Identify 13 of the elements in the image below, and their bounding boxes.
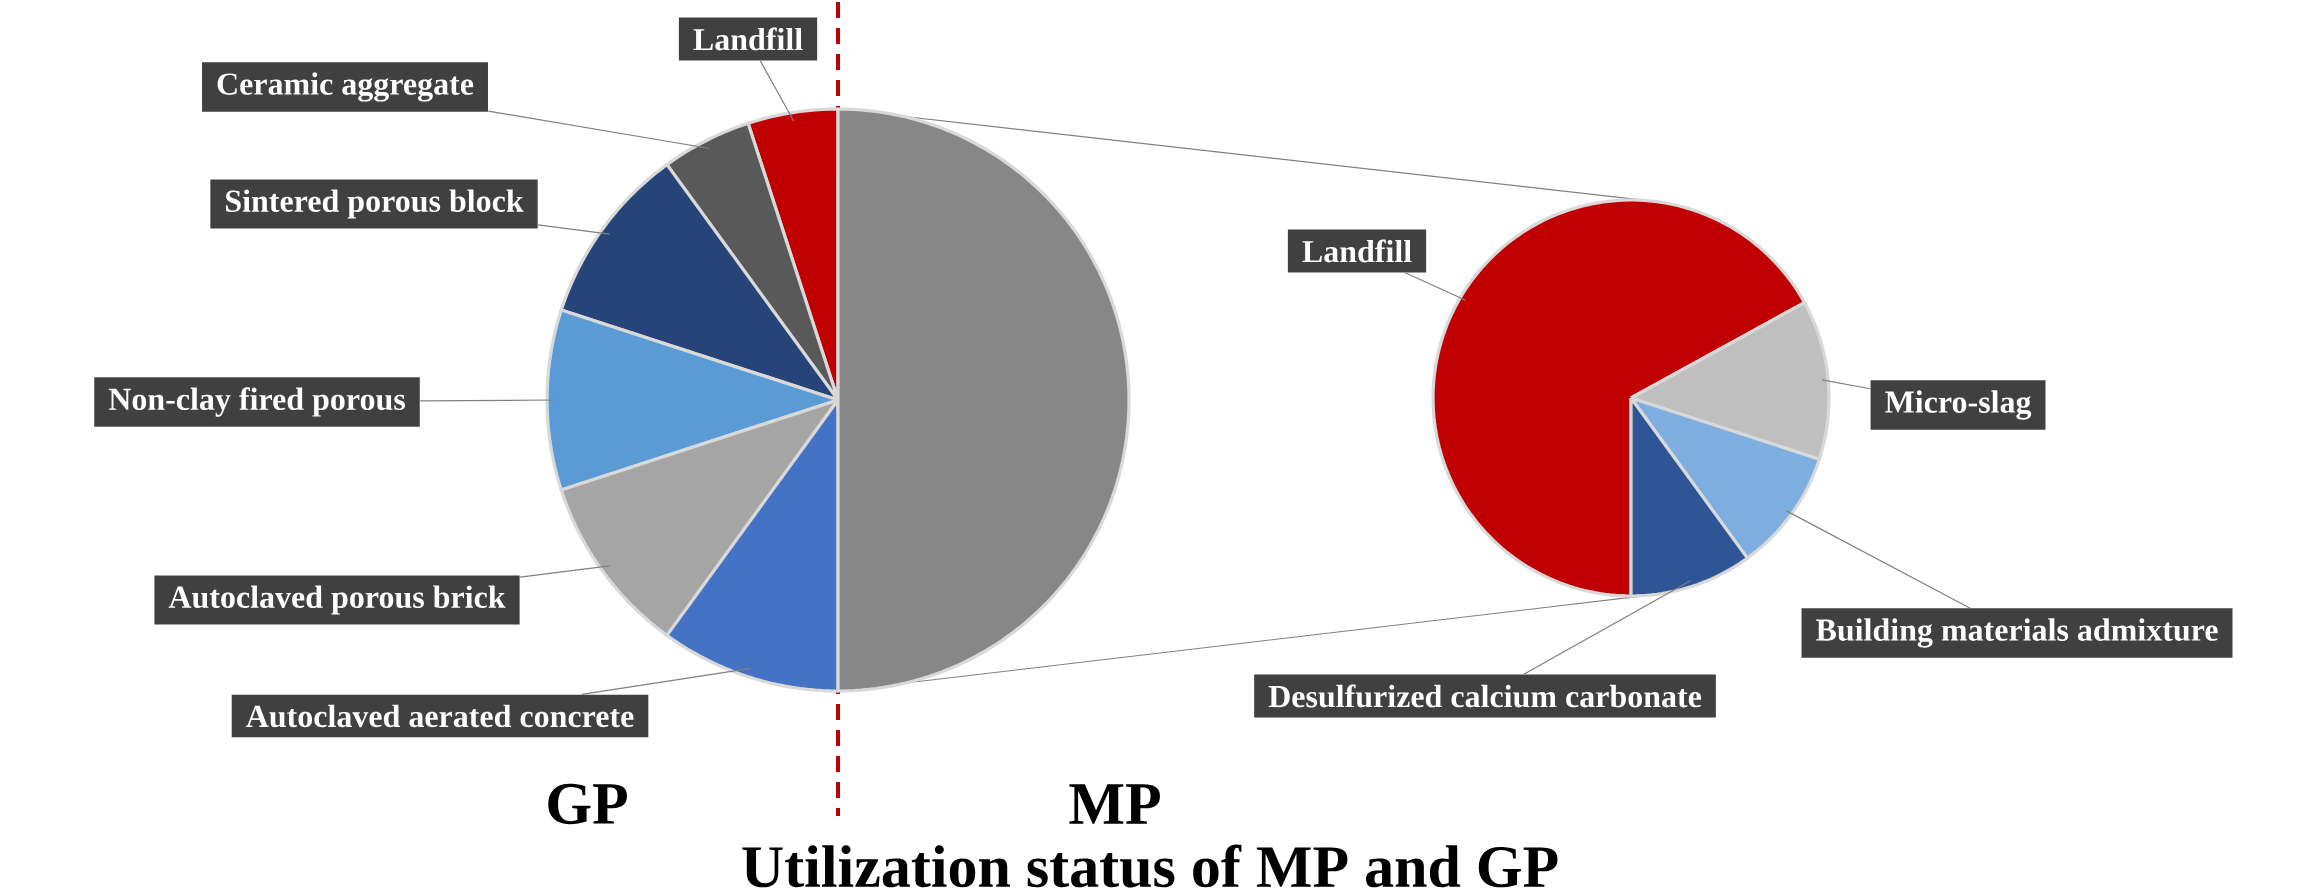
text: Utilization status of MP and GP [742,844,1558,888]
slice-label: Landfill [1302,239,1412,263]
slice-label: Landfill [693,27,803,51]
slice-label: Autoclaved porous brick [168,585,506,615]
slice-label: Ceramic aggregate [217,72,474,102]
slice-label: Building materials admixture [1816,618,2218,648]
slice-label: Non-clay fired porous [108,387,405,417]
text: MP [1069,784,1160,824]
slice-label: Autoclaved aerated concrete [246,704,634,728]
slice-label: Sintered porous block [226,189,524,219]
slice-label: Desulfurized calcium carbonate [1268,684,1702,708]
text: GP [548,783,627,825]
slice-label: Micro-slag [1885,390,2032,420]
